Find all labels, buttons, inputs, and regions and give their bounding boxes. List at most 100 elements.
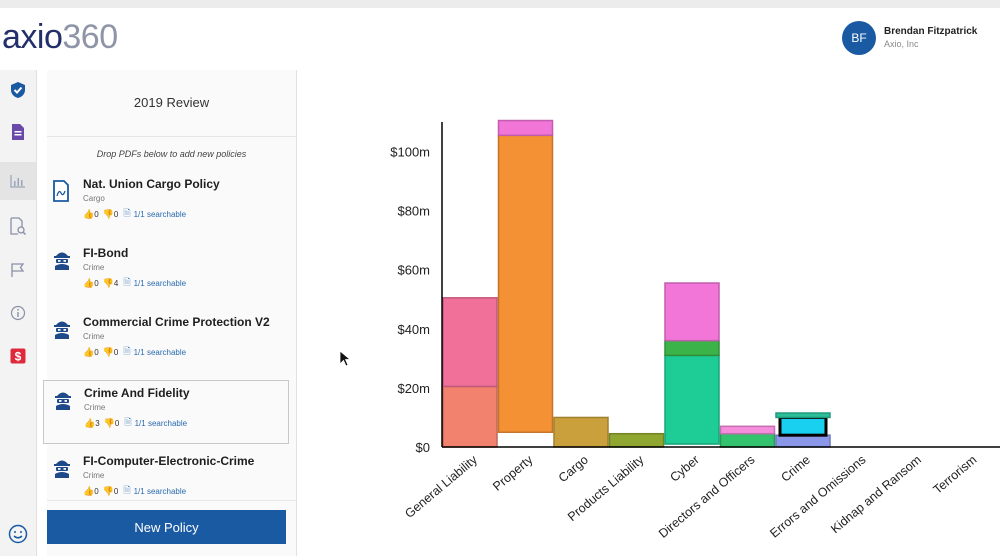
svg-text:$: $	[15, 350, 22, 364]
searchable-status[interactable]: 1/1 searchable	[133, 278, 187, 288]
flag-icon[interactable]	[8, 260, 28, 280]
x-tick-label: Directors and Officers	[656, 453, 757, 541]
searchable-status[interactable]: 1/1 searchable	[133, 209, 187, 219]
downvote-count: 4	[113, 278, 119, 288]
x-tick-label: Cargo	[556, 453, 591, 486]
bar-segment[interactable]	[778, 415, 828, 437]
policy-item[interactable]: FI-Computer-Electronic-Crime Crime 👍 0 👎 0 🗎 1/…	[43, 449, 287, 511]
bar-segment[interactable]	[442, 385, 498, 448]
y-tick-label: $60m	[397, 263, 430, 278]
search-document-icon[interactable]	[8, 216, 28, 236]
x-tick-label: Kidnap and Ransom	[828, 453, 924, 537]
pdf-document-icon	[52, 180, 72, 202]
masked-thief-icon	[52, 457, 72, 479]
upvote-count: 3	[95, 418, 100, 428]
x-tick-label: Property	[490, 452, 536, 494]
policy-name: Crime And Fidelity	[84, 386, 190, 400]
upvote-count: 0	[94, 278, 99, 288]
policy-category: Crime	[83, 263, 105, 272]
logo-number: 360	[62, 18, 118, 56]
policy-name: Nat. Union Cargo Policy	[83, 177, 220, 191]
thumbs-up-icon[interactable]: 👍	[83, 277, 95, 288]
searchable-status[interactable]: 1/1 searchable	[133, 486, 187, 496]
thumbs-up-icon[interactable]: 👍	[83, 346, 95, 357]
smiley-icon[interactable]	[8, 524, 28, 549]
file-icon: 🗎	[123, 346, 131, 356]
searchable-status[interactable]: 1/1 searchable	[133, 347, 187, 357]
user-org: Axio, Inc	[884, 39, 919, 49]
bar-segment[interactable]	[775, 434, 831, 448]
bar-segment[interactable]	[775, 412, 831, 419]
searchable-status[interactable]: 1/1 searchable	[134, 418, 188, 428]
x-tick-label: Terrorism	[931, 453, 980, 497]
policy-item[interactable]: Nat. Union Cargo Policy Cargo 👍 0 👎 0 🗎 1/1 sea…	[43, 172, 287, 234]
thumbs-down-icon[interactable]: 👎	[102, 277, 114, 288]
drop-hint: Drop PDFs below to add new policies	[96, 149, 247, 159]
policy-item[interactable]: FI-Bond Crime 👍 0 👎 4 🗎 1/1 searchable	[43, 241, 287, 303]
user-info: Brendan Fitzpatrick Axio, Inc	[884, 26, 977, 50]
downvote-count: 0	[113, 209, 119, 219]
policy-panel: 2019 Review Drop PDFs below to add new p…	[43, 70, 297, 556]
policy-category: Cargo	[83, 194, 105, 203]
x-tick-label: Crime	[778, 453, 813, 485]
masked-thief-icon	[52, 318, 72, 340]
x-tick-label: Errors and Omissions	[767, 453, 868, 541]
file-icon: 🗎	[123, 485, 131, 495]
bar-segment[interactable]	[553, 416, 609, 448]
policy-name: FI-Bond	[83, 246, 129, 260]
bar-segment[interactable]	[664, 282, 720, 342]
user-name: Brendan Fitzpatrick	[884, 26, 978, 37]
divider	[47, 136, 296, 137]
policy-item[interactable]: Crime And Fidelity Crime 👍 3 👎 0 🗎 1/1 searchab…	[43, 380, 289, 444]
bar-chart-icon[interactable]	[0, 162, 36, 200]
app-window: axio360 BF Brendan Fitzpatrick Axio, Inc…	[0, 8, 1000, 556]
file-icon: 🗎	[124, 417, 132, 427]
thumbs-down-icon[interactable]: 👎	[103, 417, 115, 428]
policy-stats: 👍 3 👎 0 🗎 1/1 searchable	[84, 415, 187, 431]
policy-stats: 👍 0 👎 0 🗎 1/1 searchable	[83, 206, 186, 222]
upvote-count: 0	[94, 347, 99, 357]
thumbs-down-icon[interactable]: 👎	[102, 346, 114, 357]
mouse-cursor-icon	[339, 350, 352, 373]
policy-stats: 👍 0 👎 4 🗎 1/1 searchable	[83, 275, 186, 291]
logo-text: axio	[2, 18, 63, 56]
policy-stats: 👍 0 👎 0 🗎 1/1 searchable	[83, 344, 186, 360]
new-policy-button[interactable]: New Policy	[47, 510, 286, 544]
policy-name: FI-Computer-Electronic-Crime	[83, 454, 255, 468]
bar-segment[interactable]	[664, 339, 720, 357]
policy-item[interactable]: Commercial Crime Protection V2 Crime 👍 0 👎 0 🗎…	[43, 310, 287, 372]
upvote-count: 0	[94, 209, 99, 219]
bar-segment[interactable]	[664, 354, 720, 445]
bar-segment[interactable]	[608, 432, 665, 448]
x-tick-label: Cyber	[667, 453, 702, 485]
downvote-count: 0	[114, 418, 120, 428]
downvote-count: 0	[113, 486, 119, 496]
bar-segment[interactable]	[442, 297, 498, 388]
y-tick-label: $0	[416, 440, 430, 455]
bar-segment[interactable]	[719, 425, 776, 435]
dollar-icon[interactable]: $	[8, 346, 28, 366]
bar-segment[interactable]	[719, 432, 776, 448]
policy-stats: 👍 0 👎 0 🗎 1/1 searchable	[83, 483, 186, 499]
thumbs-up-icon[interactable]: 👍	[84, 417, 96, 428]
policy-category: Crime	[83, 332, 105, 341]
coverage-chart: $0 $20m $40m $60m $80m $100m General Liability…	[390, 119, 1000, 541]
file-icon: 🗎	[123, 277, 131, 287]
thumbs-up-icon[interactable]: 👍	[83, 485, 95, 496]
thumbs-down-icon[interactable]: 👎	[102, 208, 114, 219]
shield-check-icon[interactable]	[8, 80, 28, 100]
x-tick-label: General Liability	[402, 452, 480, 521]
bar-segment[interactable]	[497, 119, 554, 137]
user-menu[interactable]: BF Brendan Fitzpatrick Axio, Inc	[842, 21, 977, 55]
policy-name: Commercial Crime Protection V2	[83, 315, 270, 329]
document-icon[interactable]	[8, 122, 28, 142]
app-logo[interactable]: axio360	[2, 18, 118, 57]
policy-category: Crime	[83, 471, 105, 480]
y-tick-label: $20m	[397, 381, 430, 396]
thumbs-up-icon[interactable]: 👍	[83, 208, 95, 219]
thumbs-down-icon[interactable]: 👎	[102, 485, 114, 496]
info-icon[interactable]	[8, 303, 28, 323]
icon-rail: $	[0, 70, 37, 556]
bar-segment[interactable]	[497, 134, 554, 433]
avatar[interactable]: BF	[842, 21, 876, 55]
